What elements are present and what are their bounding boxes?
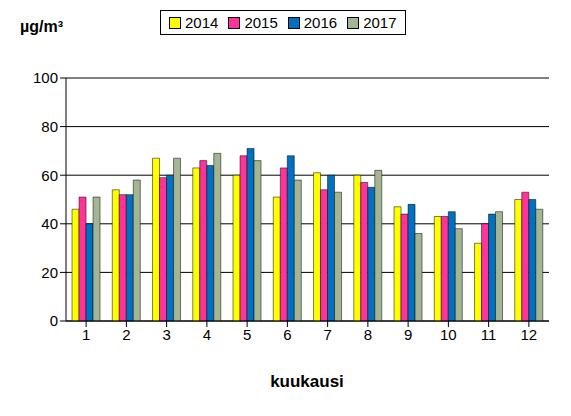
svg-text:100: 100 xyxy=(33,69,58,86)
html-text:µg/m³: µg/m³ xyxy=(20,18,63,35)
html-text:kuukausi: kuukausi xyxy=(270,372,344,391)
svg-text:40: 40 xyxy=(41,215,58,232)
svg-text:12: 12 xyxy=(521,326,538,343)
svg-text:2: 2 xyxy=(122,326,130,343)
svg-text:60: 60 xyxy=(41,167,58,184)
svg-text:1: 1 xyxy=(82,326,90,343)
svg-text:8: 8 xyxy=(364,326,372,343)
html-text:2014: 2014 xyxy=(185,14,219,31)
svg-text:0: 0 xyxy=(50,312,58,329)
svg-text:20: 20 xyxy=(41,264,58,281)
svg-text:10: 10 xyxy=(440,326,457,343)
svg-text:3: 3 xyxy=(162,326,170,343)
svg-text:9: 9 xyxy=(404,326,412,343)
svg-text:80: 80 xyxy=(41,118,58,135)
html-text:2016: 2016 xyxy=(303,14,338,31)
svg-text:11: 11 xyxy=(481,326,497,343)
svg-text:6: 6 xyxy=(283,326,291,343)
svg-text:7: 7 xyxy=(323,326,331,343)
svg-text:4: 4 xyxy=(203,326,211,343)
svg-text:5: 5 xyxy=(243,326,251,343)
html-text:2015: 2015 xyxy=(244,14,278,31)
html-text:2017: 2017 xyxy=(363,14,397,31)
